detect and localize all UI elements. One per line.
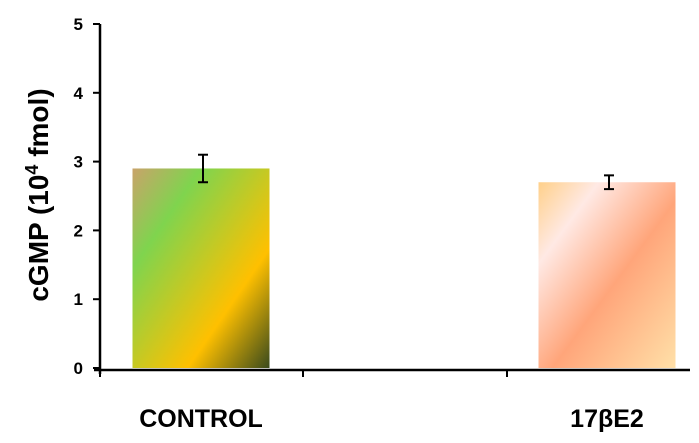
error-bars-group (198, 153, 614, 191)
y-tick-label: 0 (74, 359, 83, 378)
y-tick-label: 2 (74, 221, 83, 240)
y-tick-label: 3 (74, 153, 83, 172)
y-tick-label: 4 (74, 84, 84, 103)
y-axis-label-superscript: 4 (22, 165, 42, 175)
category-label: CONTROL (139, 405, 263, 433)
y-axis-label: cGMP (104 fmol) (22, 88, 54, 301)
y-tick-label: 1 (74, 290, 83, 309)
y-ticks-group: 0 1 2 3 4 5 (74, 15, 100, 378)
bars-group (132, 168, 676, 368)
category-label: 17βE2 (570, 405, 644, 433)
bar-2 (538, 182, 676, 368)
axes (94, 24, 690, 377)
category-labels-group: CONTROL 17βE2 (139, 405, 644, 433)
bar-1 (132, 168, 270, 368)
y-tick-label: 5 (74, 15, 83, 34)
